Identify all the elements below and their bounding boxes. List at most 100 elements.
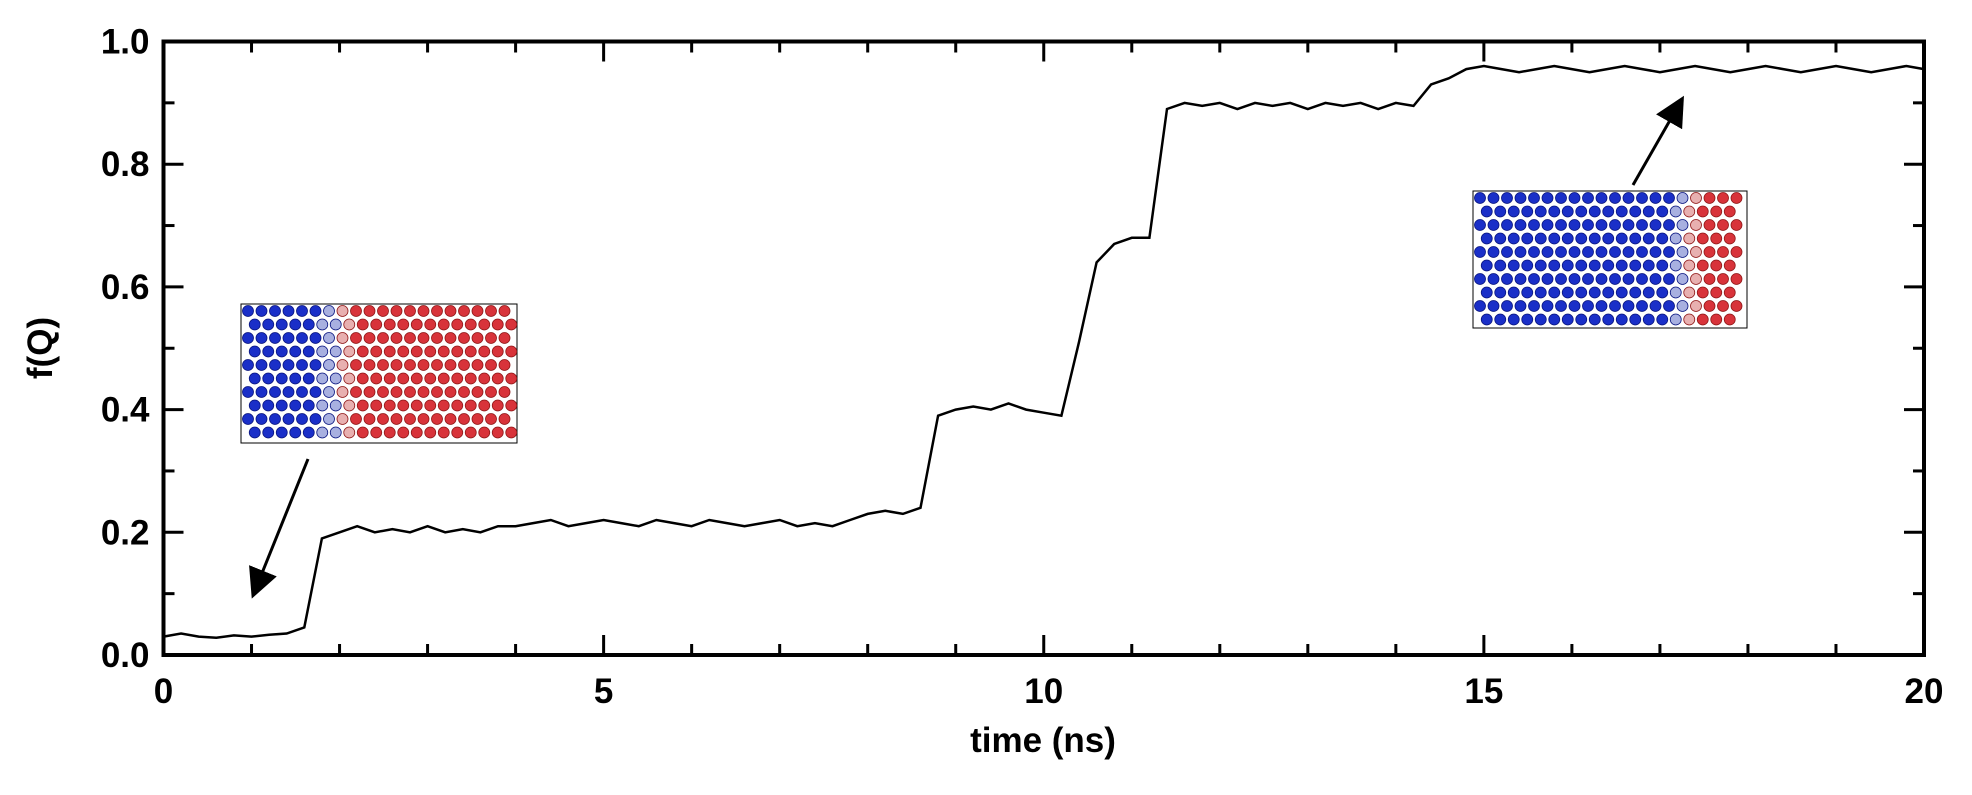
atom xyxy=(1676,300,1689,312)
atom xyxy=(1703,246,1716,258)
atom xyxy=(1696,286,1709,299)
atom xyxy=(363,413,376,425)
atom xyxy=(262,399,275,412)
atom xyxy=(505,426,518,439)
atom xyxy=(1514,300,1527,312)
atom xyxy=(302,318,315,331)
atom xyxy=(1602,286,1615,299)
atom xyxy=(390,332,403,344)
atom xyxy=(377,332,389,344)
atom xyxy=(302,372,315,385)
atom xyxy=(431,332,443,344)
atom xyxy=(1696,313,1709,326)
atom xyxy=(329,345,342,358)
atom xyxy=(323,386,335,398)
atom xyxy=(390,386,403,398)
inset-image xyxy=(1472,190,1748,329)
atom xyxy=(1541,192,1554,204)
atom xyxy=(451,318,464,331)
x-tick-label: 20 xyxy=(1905,672,1944,711)
atom xyxy=(1541,273,1554,285)
atom xyxy=(282,305,295,317)
atom xyxy=(1555,273,1567,285)
atom xyxy=(417,305,430,317)
atom xyxy=(356,426,369,439)
atom xyxy=(1730,192,1743,204)
atom xyxy=(498,359,511,371)
atom xyxy=(451,426,464,439)
atom xyxy=(1690,273,1702,285)
atom xyxy=(444,332,457,344)
atom xyxy=(471,305,484,317)
atom xyxy=(1528,219,1540,231)
atom xyxy=(296,305,308,317)
atom xyxy=(1676,273,1689,285)
atom xyxy=(1521,286,1534,299)
atom xyxy=(1636,192,1648,204)
atom xyxy=(1474,300,1486,312)
atom xyxy=(350,386,362,398)
atom xyxy=(323,305,335,317)
atom xyxy=(1636,273,1648,285)
atom xyxy=(1703,219,1716,231)
atom xyxy=(1561,313,1574,326)
atom xyxy=(1615,232,1628,245)
atom xyxy=(1683,313,1696,326)
atom xyxy=(404,332,416,344)
atom xyxy=(1507,205,1520,218)
atom xyxy=(1575,232,1588,245)
atom xyxy=(1642,259,1655,272)
atom xyxy=(282,386,295,398)
atom xyxy=(1534,205,1547,218)
atom xyxy=(1541,246,1554,258)
atom xyxy=(1480,259,1493,272)
atom xyxy=(478,345,491,358)
atom xyxy=(1575,286,1588,299)
atom xyxy=(255,332,268,344)
atom xyxy=(1568,246,1581,258)
atom xyxy=(289,345,302,358)
atom xyxy=(1723,286,1736,299)
atom xyxy=(289,399,302,412)
atom xyxy=(1669,286,1682,299)
atom xyxy=(431,413,443,425)
atom xyxy=(1582,192,1594,204)
atom xyxy=(1561,205,1574,218)
atom xyxy=(1663,273,1675,285)
atom xyxy=(397,372,410,385)
atom xyxy=(1636,246,1648,258)
atom xyxy=(377,386,389,398)
atom xyxy=(242,332,254,344)
atom xyxy=(498,332,511,344)
atom xyxy=(1717,300,1729,312)
atom xyxy=(1636,219,1648,231)
atom xyxy=(478,318,491,331)
atom xyxy=(356,372,369,385)
atom xyxy=(329,426,342,439)
atom xyxy=(397,318,410,331)
atom xyxy=(383,426,396,439)
atom xyxy=(1555,219,1567,231)
atom xyxy=(451,372,464,385)
atom xyxy=(1528,192,1540,204)
atom xyxy=(316,345,329,358)
atom xyxy=(255,386,268,398)
atom xyxy=(1595,192,1608,204)
atom xyxy=(296,359,308,371)
atom xyxy=(485,359,497,371)
atom xyxy=(262,426,275,439)
atom xyxy=(336,305,349,317)
x-tick-label: 5 xyxy=(594,672,613,711)
atom xyxy=(343,426,356,439)
atom xyxy=(336,359,349,371)
atom xyxy=(1548,205,1561,218)
atom xyxy=(1696,232,1709,245)
atom xyxy=(323,332,335,344)
atom xyxy=(424,372,437,385)
atom xyxy=(1588,286,1601,299)
data-line xyxy=(163,64,1925,640)
atom xyxy=(296,413,308,425)
atom xyxy=(390,413,403,425)
atom xyxy=(1575,313,1588,326)
atom xyxy=(377,413,389,425)
